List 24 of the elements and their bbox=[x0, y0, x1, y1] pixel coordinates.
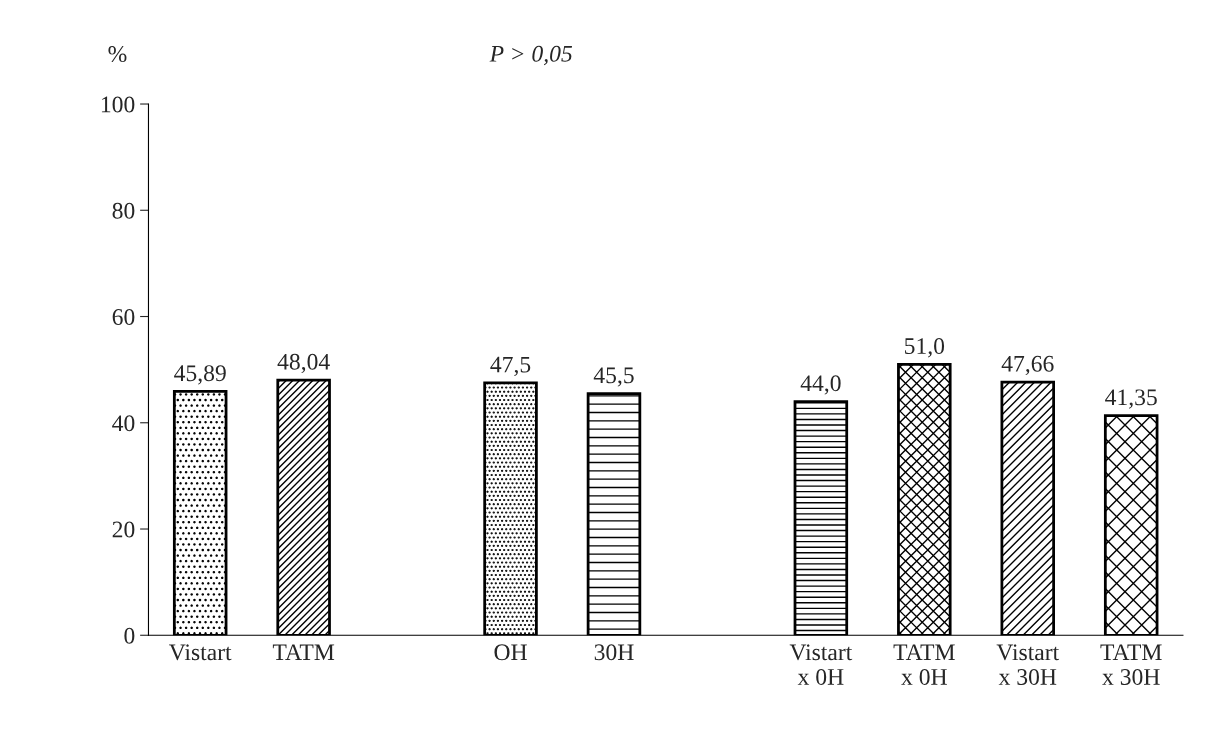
y-tick-label: 100 bbox=[101, 96, 135, 113]
data-label: 47,66 bbox=[1001, 355, 1054, 376]
x-tick-label: TATM x 30H bbox=[1100, 644, 1162, 685]
y-tick-label: 20 bbox=[112, 521, 135, 538]
x-tick-label: Vistart x 30H bbox=[996, 644, 1060, 685]
y-tick-label: 60 bbox=[112, 309, 135, 325]
text: P > 0,05 bbox=[489, 45, 573, 66]
data-label: 51,0 bbox=[905, 338, 945, 358]
x-tick-label: TATM x 0H bbox=[893, 644, 955, 685]
data-label: 47,5 bbox=[490, 356, 531, 376]
y-tick-label: 80 bbox=[112, 202, 135, 219]
y-tick-label: 0 bbox=[124, 627, 135, 644]
data-label: 48,04 bbox=[277, 353, 330, 374]
x-tick-label: Vistart x 0H bbox=[789, 644, 853, 685]
y-tick-label: 40 bbox=[112, 415, 135, 432]
x-tick-label: OH bbox=[494, 644, 527, 661]
data-label: 41,35 bbox=[1105, 389, 1157, 409]
data-label: 44,0 bbox=[800, 375, 841, 395]
x-tick-label: TATM bbox=[272, 644, 335, 660]
x-tick-label: Vistart bbox=[169, 644, 232, 661]
y-axis-title: % bbox=[108, 46, 127, 63]
x-tick-label: 30H bbox=[594, 644, 634, 661]
data-label: 45,89 bbox=[174, 365, 226, 385]
data-label: 45,5 bbox=[593, 367, 634, 387]
